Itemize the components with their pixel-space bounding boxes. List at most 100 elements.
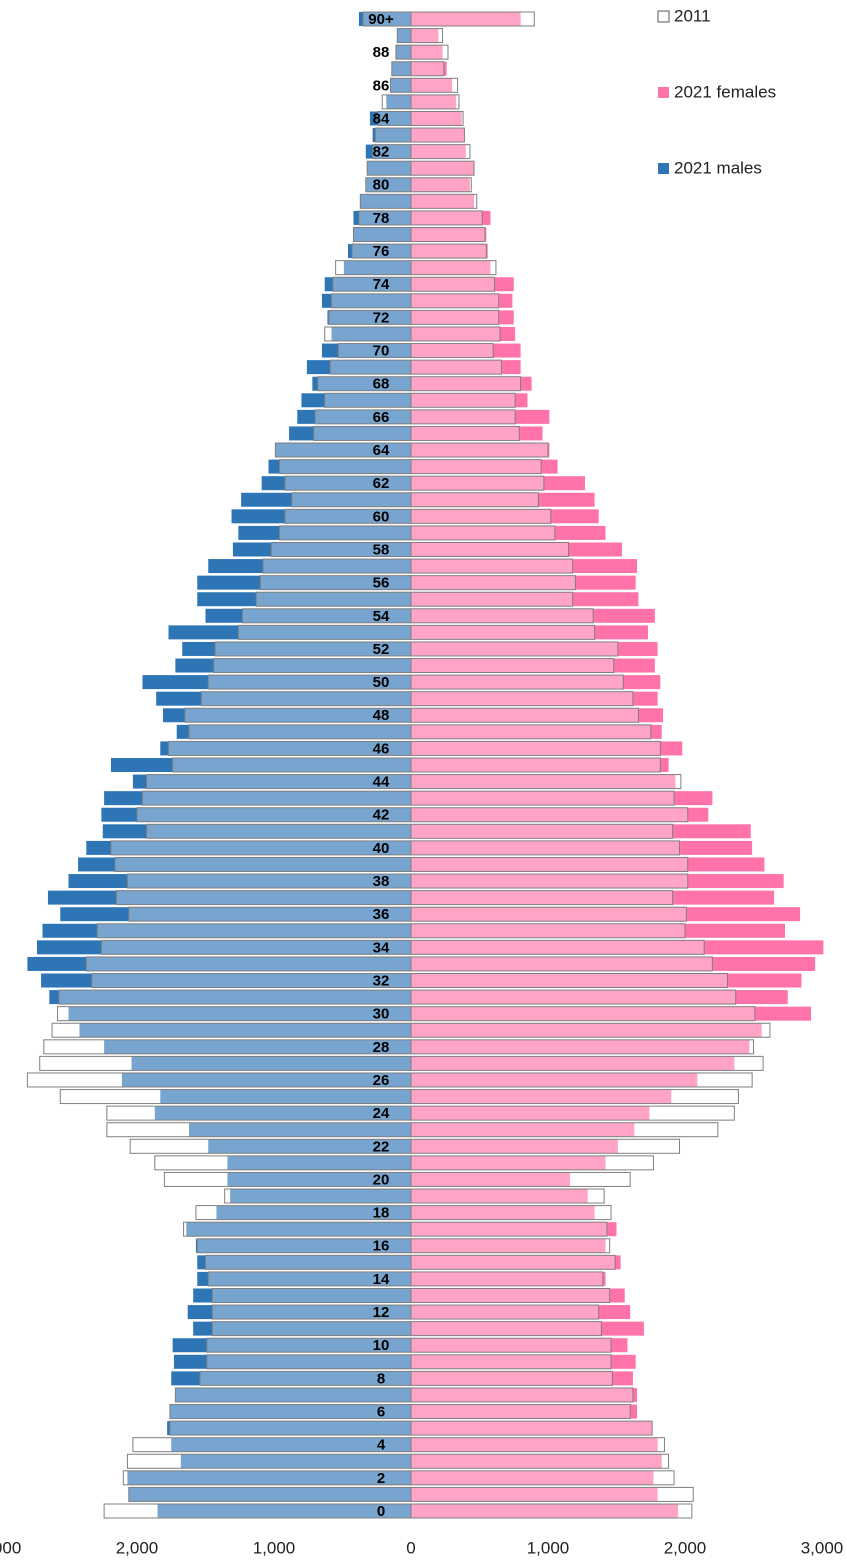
female-2021-bar: [411, 758, 669, 772]
age-label: 10: [373, 1337, 390, 1354]
male-2021-bar: [205, 608, 411, 623]
male-2021-bar: [157, 1504, 411, 1518]
female-2021-bar: [411, 210, 491, 225]
male-2011-bar: [122, 1470, 412, 1486]
female-2021-bar: [411, 559, 638, 574]
female-2011-bar: [410, 1105, 735, 1121]
female-2021-bar: [411, 1139, 618, 1154]
male-2021-bar: [238, 525, 411, 540]
male-2021-bar: [193, 1321, 411, 1336]
male-2021-bar: [395, 45, 411, 60]
legend-swatch: [658, 87, 669, 98]
male-2021-bar: [176, 724, 411, 739]
age-label: 38: [373, 873, 390, 890]
female-2011-bar: [410, 691, 634, 707]
female-2021-bar: [411, 1321, 644, 1336]
female-2011-bar: [410, 890, 674, 906]
x-tick-label: 1,000: [253, 1538, 296, 1557]
female-2011-bar: [410, 1287, 611, 1303]
male-2021-bar: [102, 824, 411, 839]
male-2011-bar: [331, 293, 412, 309]
male-2021-bar: [171, 1371, 411, 1386]
male-2021-bar: [79, 1023, 412, 1038]
male-2011-bar: [237, 624, 412, 640]
female-2021-bar: [411, 1437, 658, 1452]
male-2011-bar: [57, 1006, 412, 1022]
female-2011-bar: [410, 293, 500, 309]
female-2021-bar: [411, 675, 661, 690]
female-2021-bar: [411, 509, 599, 524]
age-label: 74: [373, 276, 390, 293]
male-2021-bar: [142, 675, 412, 690]
male-2021-bar: [175, 1387, 411, 1402]
female-2021-bar: [411, 78, 453, 93]
age-label: 90+: [368, 11, 394, 28]
age-label: 28: [373, 1039, 390, 1056]
male-2011-bar: [141, 790, 412, 806]
female-2021-bar: [411, 1222, 617, 1237]
male-2011-bar: [146, 774, 412, 790]
legend-label: 2011: [674, 6, 711, 25]
male-2011-bar: [39, 1055, 412, 1071]
age-label: 24: [373, 1105, 390, 1122]
age-label: 6: [377, 1404, 385, 1421]
female-2011-bar: [410, 707, 639, 723]
male-2011-bar: [115, 890, 412, 906]
male-2011-bar: [128, 906, 412, 922]
female-2011-bar: [410, 956, 713, 972]
female-2011-bar: [410, 624, 596, 640]
male-2011-bar: [395, 44, 412, 60]
x-tick-label: 1,000: [527, 1538, 570, 1557]
female-2011-bar: [410, 906, 687, 922]
male-2011-bar: [324, 326, 412, 342]
age-label: 44: [373, 774, 390, 791]
female-2021-bar: [411, 1122, 635, 1137]
female-2011-bar: [410, 807, 689, 823]
female-2021-bar: [411, 1205, 595, 1220]
age-label: 50: [373, 674, 390, 691]
age-label: 8: [377, 1370, 385, 1387]
female-2021-bar: [411, 592, 639, 607]
female-2011-bar: [410, 210, 483, 226]
female-2021-bar: [411, 1454, 662, 1469]
male-2021-bar: [42, 923, 411, 938]
male-2021-bar: [27, 956, 412, 971]
female-2021-bar: [411, 1238, 606, 1253]
male-2011-bar: [291, 492, 412, 508]
female-2021-bar: [411, 194, 475, 209]
female-2011-bar: [410, 823, 674, 839]
age-label: 54: [373, 608, 390, 625]
male-2011-bar: [381, 94, 412, 110]
male-2021-bar: [60, 907, 411, 922]
male-2021-bar: [327, 310, 411, 325]
female-2011-bar: [410, 442, 549, 458]
female-2021-bar: [411, 724, 662, 739]
female-2021-bar: [411, 1288, 625, 1303]
male-2021-bar: [306, 360, 411, 375]
male-2021-bar: [231, 509, 411, 524]
female-2011-bar: [410, 1006, 756, 1022]
female-2011-bar: [410, 525, 556, 541]
female-2011-bar: [410, 127, 465, 143]
female-2021-bar: [411, 940, 824, 955]
age-label: 52: [373, 641, 390, 658]
age-label: 36: [373, 906, 390, 923]
female-2021-bar: [411, 244, 488, 259]
male-2021-bar: [369, 111, 411, 126]
female-2021-bar: [411, 907, 801, 922]
female-2011-bar: [410, 1437, 665, 1453]
female-2021-bar: [411, 1387, 638, 1402]
female-2021-bar: [411, 360, 521, 375]
female-2011-bar: [410, 459, 542, 475]
age-label: 58: [373, 541, 390, 558]
male-2011-bar: [85, 956, 412, 972]
female-2011-bar: [410, 343, 494, 359]
male-2021-bar: [186, 1222, 411, 1237]
male-2021-bar: [230, 1189, 411, 1204]
female-2011-bar: [410, 1072, 753, 1088]
male-2021-bar: [397, 28, 411, 43]
legend-swatch: [657, 10, 670, 23]
male-2011-bar: [188, 724, 412, 740]
male-2021-bar: [175, 658, 411, 673]
female-2011-bar: [410, 1404, 631, 1420]
